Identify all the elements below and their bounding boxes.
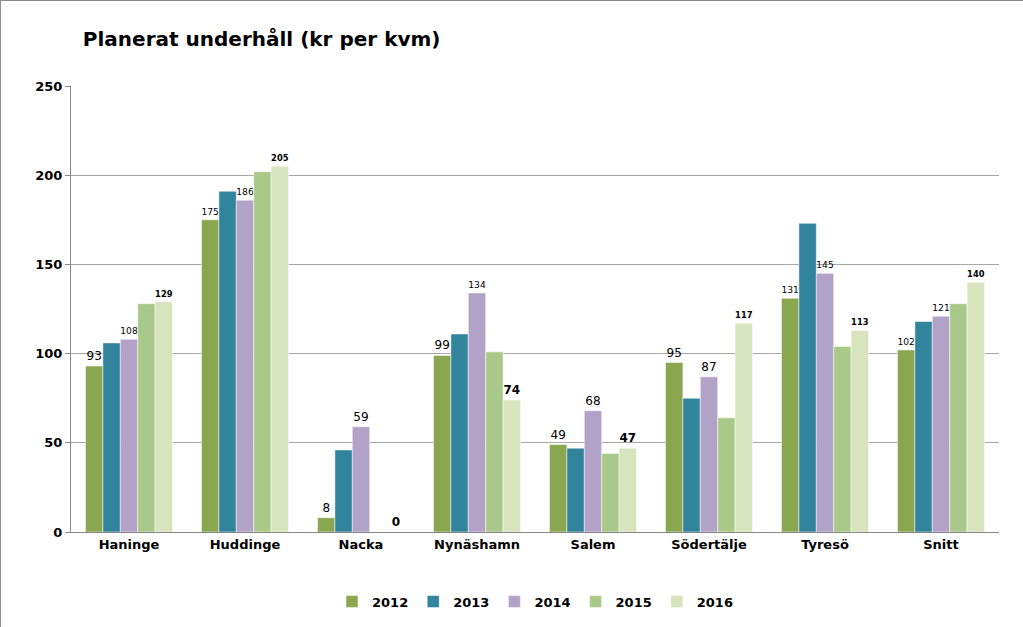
svg-text:8: 8 [322, 501, 330, 515]
svg-text:108: 108 [120, 326, 138, 336]
svg-text:Planerat underhåll (kr per kvm: Planerat underhåll (kr per kvm) [83, 27, 441, 51]
svg-text:250: 250 [35, 79, 62, 94]
svg-text:200: 200 [35, 168, 62, 183]
svg-text:Tyresö: Tyresö [801, 537, 849, 552]
svg-text:100: 100 [35, 346, 62, 361]
svg-text:87: 87 [701, 360, 716, 374]
svg-text:74: 74 [503, 383, 520, 397]
svg-text:129: 129 [155, 289, 173, 299]
svg-text:59: 59 [353, 410, 368, 424]
svg-text:186: 186 [236, 187, 254, 197]
svg-text:2016: 2016 [697, 595, 733, 610]
svg-text:0: 0 [392, 515, 400, 529]
svg-text:Södertälje: Södertälje [671, 537, 747, 552]
svg-text:Snitt: Snitt [923, 537, 959, 552]
svg-text:50: 50 [44, 435, 62, 450]
svg-text:99: 99 [435, 338, 450, 352]
svg-text:131: 131 [782, 285, 799, 295]
svg-text:113: 113 [851, 317, 869, 327]
svg-text:117: 117 [735, 310, 753, 320]
svg-text:145: 145 [816, 260, 833, 270]
svg-text:95: 95 [667, 346, 682, 360]
svg-text:0: 0 [53, 525, 62, 540]
svg-text:93: 93 [87, 349, 102, 363]
svg-text:2013: 2013 [453, 595, 489, 610]
svg-text:140: 140 [967, 269, 985, 279]
svg-text:Haninge: Haninge [99, 537, 160, 552]
svg-text:150: 150 [35, 257, 62, 272]
svg-text:102: 102 [898, 337, 915, 347]
svg-text:205: 205 [271, 153, 289, 163]
svg-text:2015: 2015 [616, 595, 652, 610]
svg-text:68: 68 [585, 394, 600, 408]
svg-text:2014: 2014 [534, 595, 570, 610]
svg-text:121: 121 [932, 303, 949, 313]
svg-text:Huddinge: Huddinge [210, 537, 281, 552]
svg-text:Salem: Salem [571, 537, 616, 552]
svg-text:49: 49 [551, 428, 566, 442]
svg-text:134: 134 [468, 280, 486, 290]
svg-text:Nynäshamn: Nynäshamn [434, 537, 520, 552]
svg-text:Nacka: Nacka [339, 537, 384, 552]
svg-text:2012: 2012 [372, 595, 408, 610]
svg-text:47: 47 [619, 431, 636, 445]
svg-text:175: 175 [202, 207, 219, 217]
